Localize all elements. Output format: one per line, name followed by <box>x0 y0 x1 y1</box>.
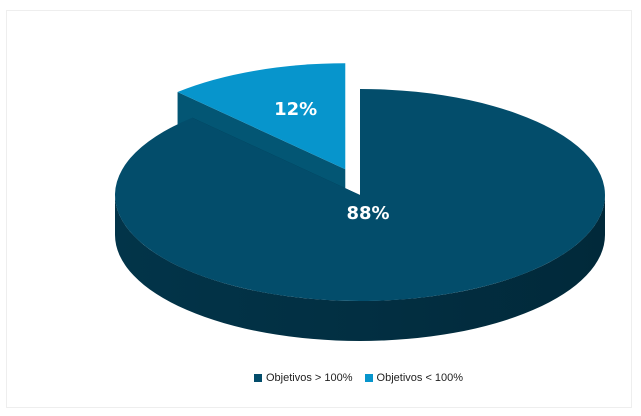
legend-item-below: Objetivos < 100% <box>364 372 464 384</box>
data-label-below: 12% <box>274 99 317 120</box>
legend-swatch-below <box>364 374 373 382</box>
legend-label-below: Objetivos < 100% <box>376 372 464 384</box>
legend-label-above: Objetivos > 100% <box>266 372 353 384</box>
legend-swatch-above <box>254 374 262 382</box>
data-label-above: 88% <box>346 203 389 224</box>
chart-legend: Objetivos > 100% Objetivos < 100% <box>254 372 475 384</box>
legend-item-above: Objetivos > 100% <box>254 372 353 384</box>
pie-slice-above <box>115 89 606 302</box>
pie-side-above <box>115 195 605 341</box>
pie-slice-below <box>177 63 346 170</box>
